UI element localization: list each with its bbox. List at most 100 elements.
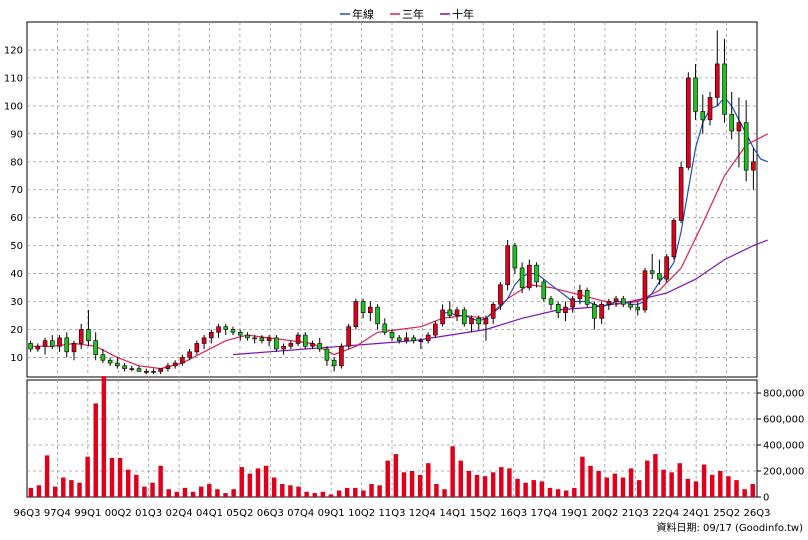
volume-bar [361, 490, 366, 497]
candle-body [353, 301, 359, 327]
candle-body [93, 340, 98, 355]
candle-body [317, 343, 323, 350]
volume-bar [466, 471, 472, 497]
candle-body [404, 337, 409, 341]
candle-body [180, 357, 185, 364]
candle-body [42, 340, 48, 347]
volume-bar [134, 474, 139, 497]
candle-body [223, 326, 229, 330]
volume-bar [207, 484, 212, 497]
volume-bar [499, 467, 504, 497]
candle-body [324, 348, 330, 361]
candle-body [28, 343, 33, 350]
candle-body [339, 345, 344, 367]
volume-bar [69, 480, 74, 497]
candle-body [743, 122, 749, 171]
candle-body [107, 359, 113, 364]
x-tick-label: 25Q2 [713, 508, 740, 519]
volume-bar [507, 468, 512, 497]
candle-body [331, 359, 337, 367]
candle-body [707, 97, 713, 121]
x-tick-label: 22Q4 [652, 508, 679, 519]
x-tick-label: 06Q3 [257, 508, 284, 519]
price-tick-label: 10 [10, 353, 23, 364]
candle-body [527, 264, 532, 288]
volume-bar [563, 490, 569, 497]
price-tick-label: 80 [10, 157, 23, 168]
candle-body [512, 245, 518, 269]
candle-body [751, 161, 756, 171]
candle-body [245, 334, 250, 339]
volume-bar [239, 467, 244, 497]
candle-body [628, 304, 633, 308]
candle-body [418, 340, 424, 342]
candle-body [476, 317, 482, 325]
candle-body [259, 337, 265, 341]
volume-bar [482, 476, 488, 497]
candle-body [599, 304, 604, 319]
price-tick-label: 20 [10, 325, 23, 336]
volume-tick-label: 200,000 [763, 467, 804, 478]
volume-bar [101, 376, 107, 497]
volume-bar [150, 482, 155, 497]
candle-body [50, 340, 55, 347]
volume-bar [588, 465, 593, 497]
candle-body [700, 111, 706, 121]
volume-bar [531, 480, 536, 497]
candle-body [649, 270, 655, 274]
candle-body [555, 304, 561, 314]
volume-bar [726, 476, 731, 497]
volume-tick-label: 0 [763, 493, 769, 504]
candle-body [411, 337, 416, 341]
candle-body [35, 345, 41, 350]
price-tick-label: 110 [4, 73, 23, 84]
volume-tick-label: 600,000 [763, 415, 804, 426]
volume-bar [280, 484, 285, 497]
candle-body [216, 326, 221, 333]
candle-body [382, 323, 388, 333]
volume-bar [547, 487, 553, 497]
volume-bar [52, 486, 58, 497]
volume-bar [450, 446, 455, 497]
volume-tick-label: 800,000 [763, 389, 804, 400]
volume-bar [620, 477, 626, 497]
candle-body [209, 331, 214, 339]
candle-body [346, 326, 351, 347]
volume-bar [490, 472, 496, 497]
candle-body [606, 301, 612, 305]
volume-bar [653, 454, 658, 497]
volume-bar [198, 486, 204, 497]
candle-body [165, 365, 171, 369]
volume-bar [417, 474, 423, 497]
candle-body [310, 343, 315, 347]
candle-body [686, 77, 691, 168]
volume-bar [231, 489, 236, 497]
candle-body [57, 337, 62, 347]
volume-bar [750, 484, 755, 497]
candle-body [100, 354, 106, 361]
candle-body [548, 298, 554, 305]
volume-bar [344, 487, 350, 497]
x-tick-label: 11Q3 [379, 508, 406, 519]
volume-bar [685, 478, 691, 497]
candle-body [657, 273, 662, 280]
volume-bar [117, 458, 123, 497]
candle-body [143, 371, 149, 373]
price-tick-label: 100 [4, 101, 23, 112]
volume-bar [93, 403, 98, 497]
volume-bar [328, 494, 334, 497]
price-tick-label: 70 [10, 185, 23, 196]
candle-body [194, 343, 200, 353]
x-tick-label: 20Q2 [591, 508, 618, 519]
volume-bar [539, 481, 545, 497]
candle-body [613, 298, 619, 302]
candle-body [563, 306, 568, 314]
candle-body [714, 63, 720, 98]
volume-bar [385, 460, 390, 497]
candle-body [498, 284, 503, 305]
volume-bar [442, 489, 447, 497]
x-tick-label: 97Q4 [44, 508, 71, 519]
volume-bar [572, 487, 577, 497]
volume-bar [401, 472, 407, 497]
candle-body [230, 329, 236, 333]
